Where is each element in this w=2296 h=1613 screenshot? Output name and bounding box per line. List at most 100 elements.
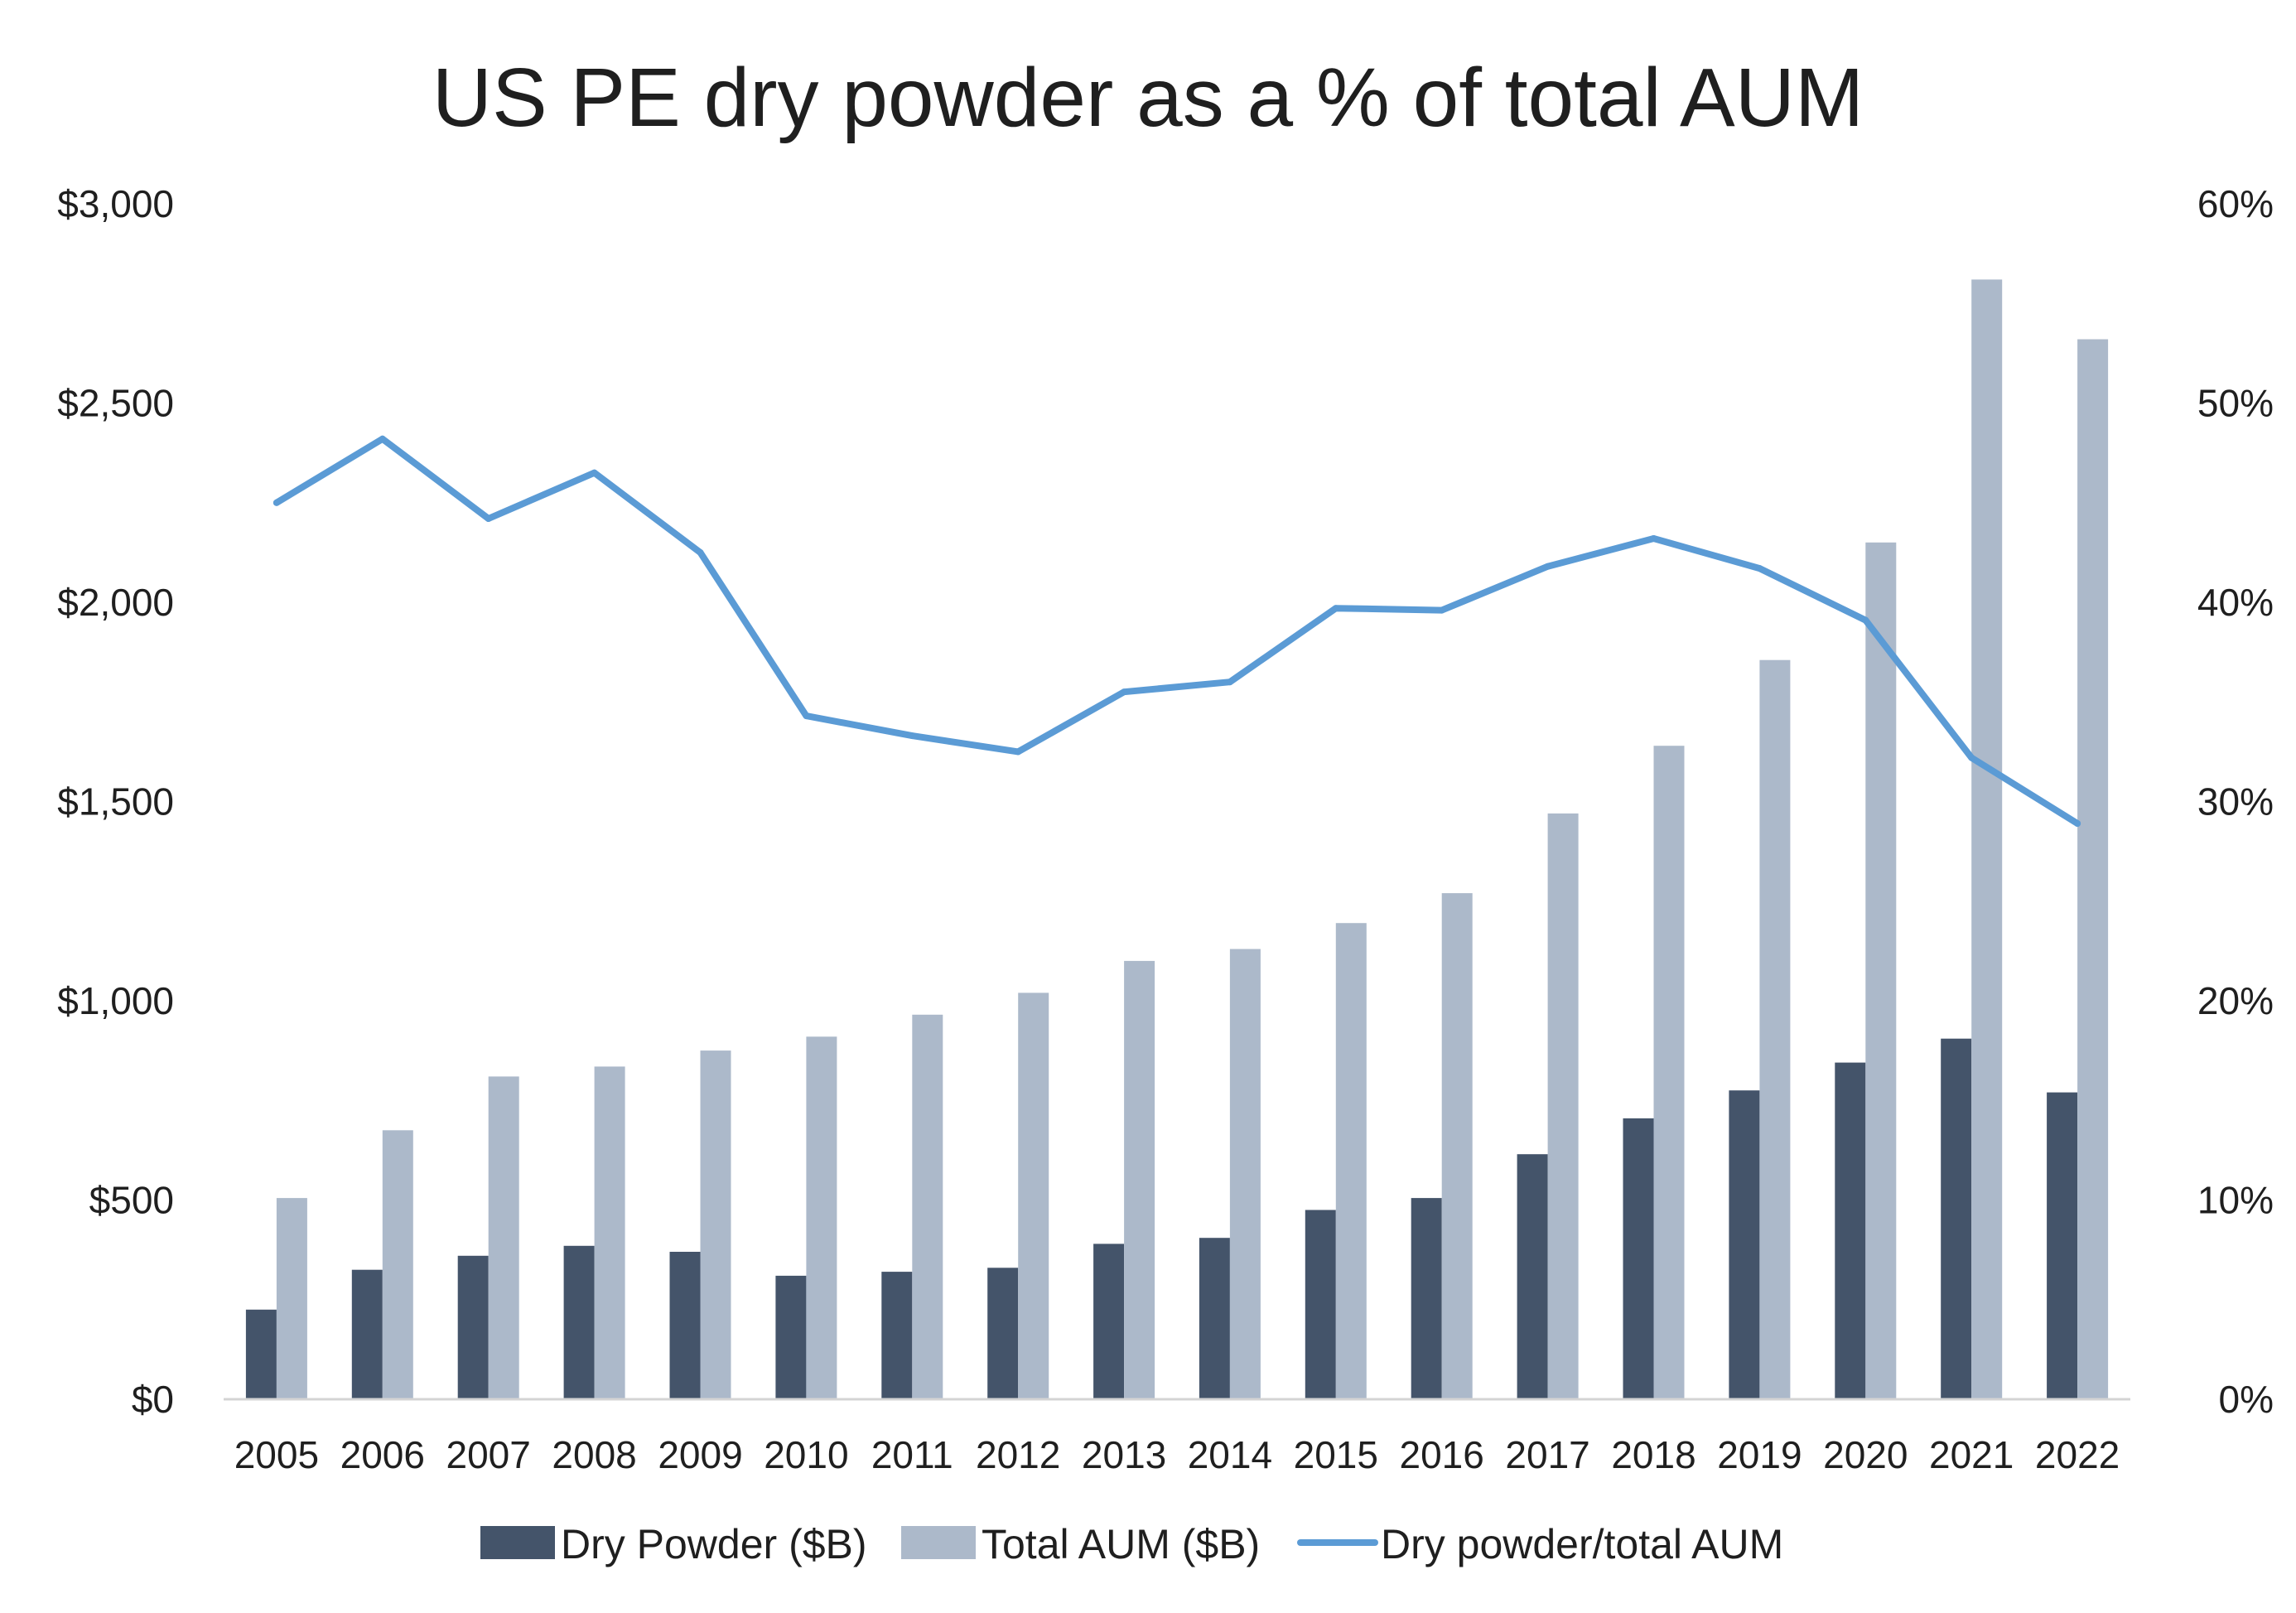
bar-dry-powder-b-2021	[1941, 1038, 1972, 1399]
bar-dry-powder-b-2008	[563, 1245, 595, 1399]
bar-total-aum-b-2009	[700, 1050, 731, 1399]
legend-label: Total AUM ($B)	[982, 1521, 1260, 1567]
bar-dry-powder-b-2016	[1411, 1198, 1442, 1399]
bar-total-aum-b-2005	[276, 1198, 307, 1399]
bar-total-aum-b-2016	[1441, 893, 1473, 1399]
bar-total-aum-b-2017	[1547, 813, 1579, 1399]
x-axis-tick-label: 2006	[340, 1433, 425, 1476]
line-point-2014	[1226, 679, 1233, 686]
x-axis-tick-label: 2013	[1082, 1433, 1166, 1476]
x-axis-tick-label: 2015	[1294, 1433, 1378, 1476]
line-point-2012	[1015, 748, 1022, 756]
bar-total-aum-b-2013	[1124, 960, 1155, 1399]
bar-dry-powder-b-2019	[1729, 1090, 1760, 1399]
legend-label: Dry Powder ($B)	[561, 1521, 867, 1567]
bar-dry-powder-b-2010	[775, 1275, 807, 1399]
right-axis: 0% 10% 20% 30% 40% 50% 60%	[2197, 182, 2274, 1421]
bar-dry-powder-b-2017	[1517, 1154, 1548, 1399]
line-point-2010	[803, 712, 810, 720]
bar-total-aum-b-2011	[912, 1014, 943, 1399]
legend-swatch-dry-powder-b	[480, 1526, 555, 1559]
line-point-2018	[1650, 535, 1657, 542]
bar-total-aum-b-2006	[382, 1130, 413, 1399]
bar-dry-powder-b-2013	[1093, 1244, 1125, 1399]
line-point-2017	[1544, 563, 1551, 570]
line-point-2021	[1968, 754, 1975, 761]
line-point-2011	[909, 732, 916, 740]
line-point-2020	[1862, 616, 1869, 624]
bar-dry-powder-b-2012	[987, 1268, 1019, 1399]
right-axis-tick-label: 60%	[2197, 182, 2274, 225]
x-axis-tick-label: 2009	[658, 1433, 742, 1476]
x-axis-tick-label: 2016	[1400, 1433, 1484, 1476]
line-point-2013	[1121, 688, 1128, 696]
right-axis-tick-label: 50%	[2197, 382, 2274, 425]
bar-series-group	[245, 279, 2109, 1399]
bar-dry-powder-b-2006	[351, 1269, 383, 1399]
legend: Dry Powder ($B) Total AUM ($B) Dry powder/…	[480, 1521, 1783, 1567]
bar-total-aum-b-2010	[806, 1036, 837, 1399]
left-axis-tick-label: $1,500	[57, 780, 174, 823]
line-point-2009	[697, 548, 704, 556]
x-axis-tick-label: 2007	[446, 1433, 531, 1476]
x-axis-tick-label: 2018	[1611, 1433, 1695, 1476]
left-axis-tick-label: $0	[132, 1378, 174, 1421]
line-point-2016	[1438, 606, 1445, 614]
line-point-2015	[1332, 605, 1339, 612]
legend-label: Dry powder/total AUM	[1381, 1521, 1783, 1567]
x-axis-tick-label: 2008	[552, 1433, 636, 1476]
right-axis-tick-label: 0%	[2219, 1378, 2274, 1421]
bar-dry-powder-b-2007	[457, 1255, 489, 1399]
x-axis-tick-label: 2021	[1929, 1433, 2014, 1476]
x-axis-tick-label: 2020	[1823, 1433, 1908, 1476]
right-axis-tick-label: 10%	[2197, 1179, 2274, 1222]
bar-dry-powder-b-2014	[1199, 1238, 1230, 1399]
bar-total-aum-b-2015	[1335, 923, 1367, 1399]
left-axis-tick-label: $500	[89, 1179, 174, 1222]
bar-total-aum-b-2014	[1229, 949, 1261, 1399]
line-point-2007	[485, 515, 492, 522]
bar-dry-powder-b-2009	[669, 1252, 701, 1399]
bar-total-aum-b-2008	[594, 1066, 625, 1399]
line-point-2006	[379, 435, 386, 442]
bar-total-aum-b-2022	[2077, 339, 2109, 1399]
bar-dry-powder-b-2015	[1305, 1210, 1336, 1399]
x-axis: 2005 2006 2007 2008 2009 2010 2011 2012 2013 2014…	[234, 1433, 2120, 1476]
left-axis: $0 $500 $1,000 $1,500 $2,000 $2,500 $3,000	[57, 182, 174, 1421]
x-axis-tick-label: 2017	[1505, 1433, 1589, 1476]
bar-total-aum-b-2020	[1865, 542, 1897, 1399]
right-axis-tick-label: 40%	[2197, 581, 2274, 624]
left-axis-tick-label: $2,500	[57, 382, 174, 425]
bar-dry-powder-b-2011	[881, 1272, 913, 1399]
bar-dry-powder-b-2005	[245, 1309, 277, 1399]
line-point-2022	[2074, 820, 2081, 827]
bar-total-aum-b-2019	[1759, 659, 1791, 1399]
x-axis-tick-label: 2014	[1188, 1433, 1272, 1476]
line-point-2019	[1756, 565, 1763, 572]
x-axis-tick-label: 2011	[871, 1433, 953, 1476]
bar-dry-powder-b-2018	[1623, 1118, 1654, 1399]
left-axis-tick-label: $3,000	[57, 182, 174, 225]
x-axis-tick-label: 2022	[2035, 1433, 2120, 1476]
left-axis-tick-label: $1,000	[57, 979, 174, 1022]
bar-total-aum-b-2007	[488, 1076, 519, 1399]
x-axis-tick-label: 2005	[234, 1433, 319, 1476]
bar-total-aum-b-2012	[1018, 992, 1049, 1399]
legend-swatch-total-aum-b	[901, 1526, 976, 1559]
bar-total-aum-b-2018	[1653, 746, 1685, 1399]
bar-total-aum-b-2021	[1971, 279, 2003, 1399]
x-axis-tick-label: 2012	[976, 1433, 1060, 1476]
right-axis-tick-label: 30%	[2197, 780, 2274, 823]
line-point-2005	[273, 499, 280, 506]
bar-dry-powder-b-2020	[1835, 1062, 1866, 1399]
line-point-2008	[591, 469, 598, 476]
x-axis-tick-label: 2010	[764, 1433, 848, 1476]
line-series-group	[273, 435, 2081, 827]
bar-dry-powder-b-2022	[2047, 1092, 2078, 1399]
right-axis-tick-label: 20%	[2197, 979, 2274, 1022]
chart-title: US PE dry powder as a % of total AUM	[432, 51, 1864, 144]
line-dry-powder-total-aum	[273, 435, 2081, 827]
x-axis-tick-label: 2019	[1717, 1433, 1802, 1476]
left-axis-tick-label: $2,000	[57, 581, 174, 624]
